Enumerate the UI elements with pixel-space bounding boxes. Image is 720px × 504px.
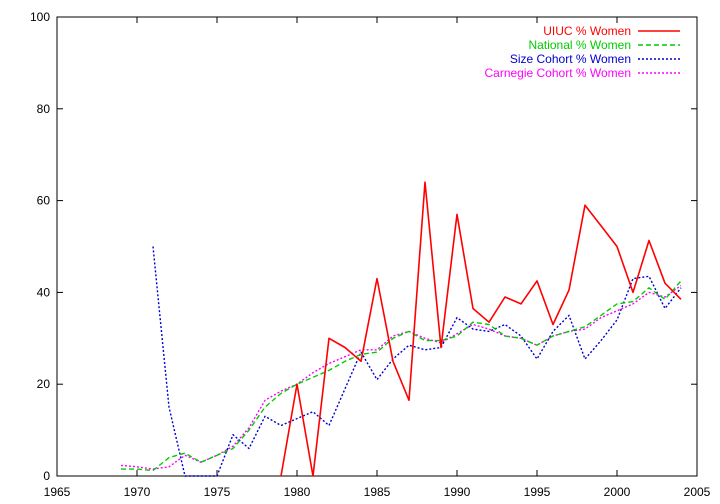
y-tick-label: 20 bbox=[37, 377, 51, 391]
x-tick-label: 1995 bbox=[524, 485, 551, 499]
legend-label-3: Carnegie Cohort % Women bbox=[484, 66, 631, 80]
y-tick-label: 0 bbox=[43, 469, 50, 483]
x-tick-label: 1965 bbox=[44, 485, 71, 499]
axis-ticks: 1965 1970 1975 1980 1985 1990 1995 2000 2005 0 20 4… bbox=[30, 10, 711, 499]
legend-label-1: National % Women bbox=[529, 38, 632, 52]
x-tick-label: 1970 bbox=[124, 485, 151, 499]
legend-label-2: Size Cohort % Women bbox=[510, 52, 631, 66]
x-tick-label: 1985 bbox=[364, 485, 391, 499]
y-tick-label: 80 bbox=[37, 102, 51, 116]
y-tick-label: 60 bbox=[37, 194, 51, 208]
x-tick-label: 1990 bbox=[444, 485, 471, 499]
series-line-3 bbox=[120, 284, 682, 470]
series-lines bbox=[120, 181, 682, 477]
legend-label-0: UIUC % Women bbox=[543, 24, 631, 38]
series-line-1 bbox=[121, 280, 682, 472]
x-tick-label: 1975 bbox=[204, 485, 231, 499]
x-tick-label: 2000 bbox=[604, 485, 631, 499]
y-tick-label: 100 bbox=[30, 10, 50, 24]
series-line-0 bbox=[280, 181, 682, 477]
x-tick-label: 2005 bbox=[684, 485, 711, 499]
y-tick-label: 40 bbox=[37, 285, 51, 299]
x-tick-label: 1980 bbox=[284, 485, 311, 499]
